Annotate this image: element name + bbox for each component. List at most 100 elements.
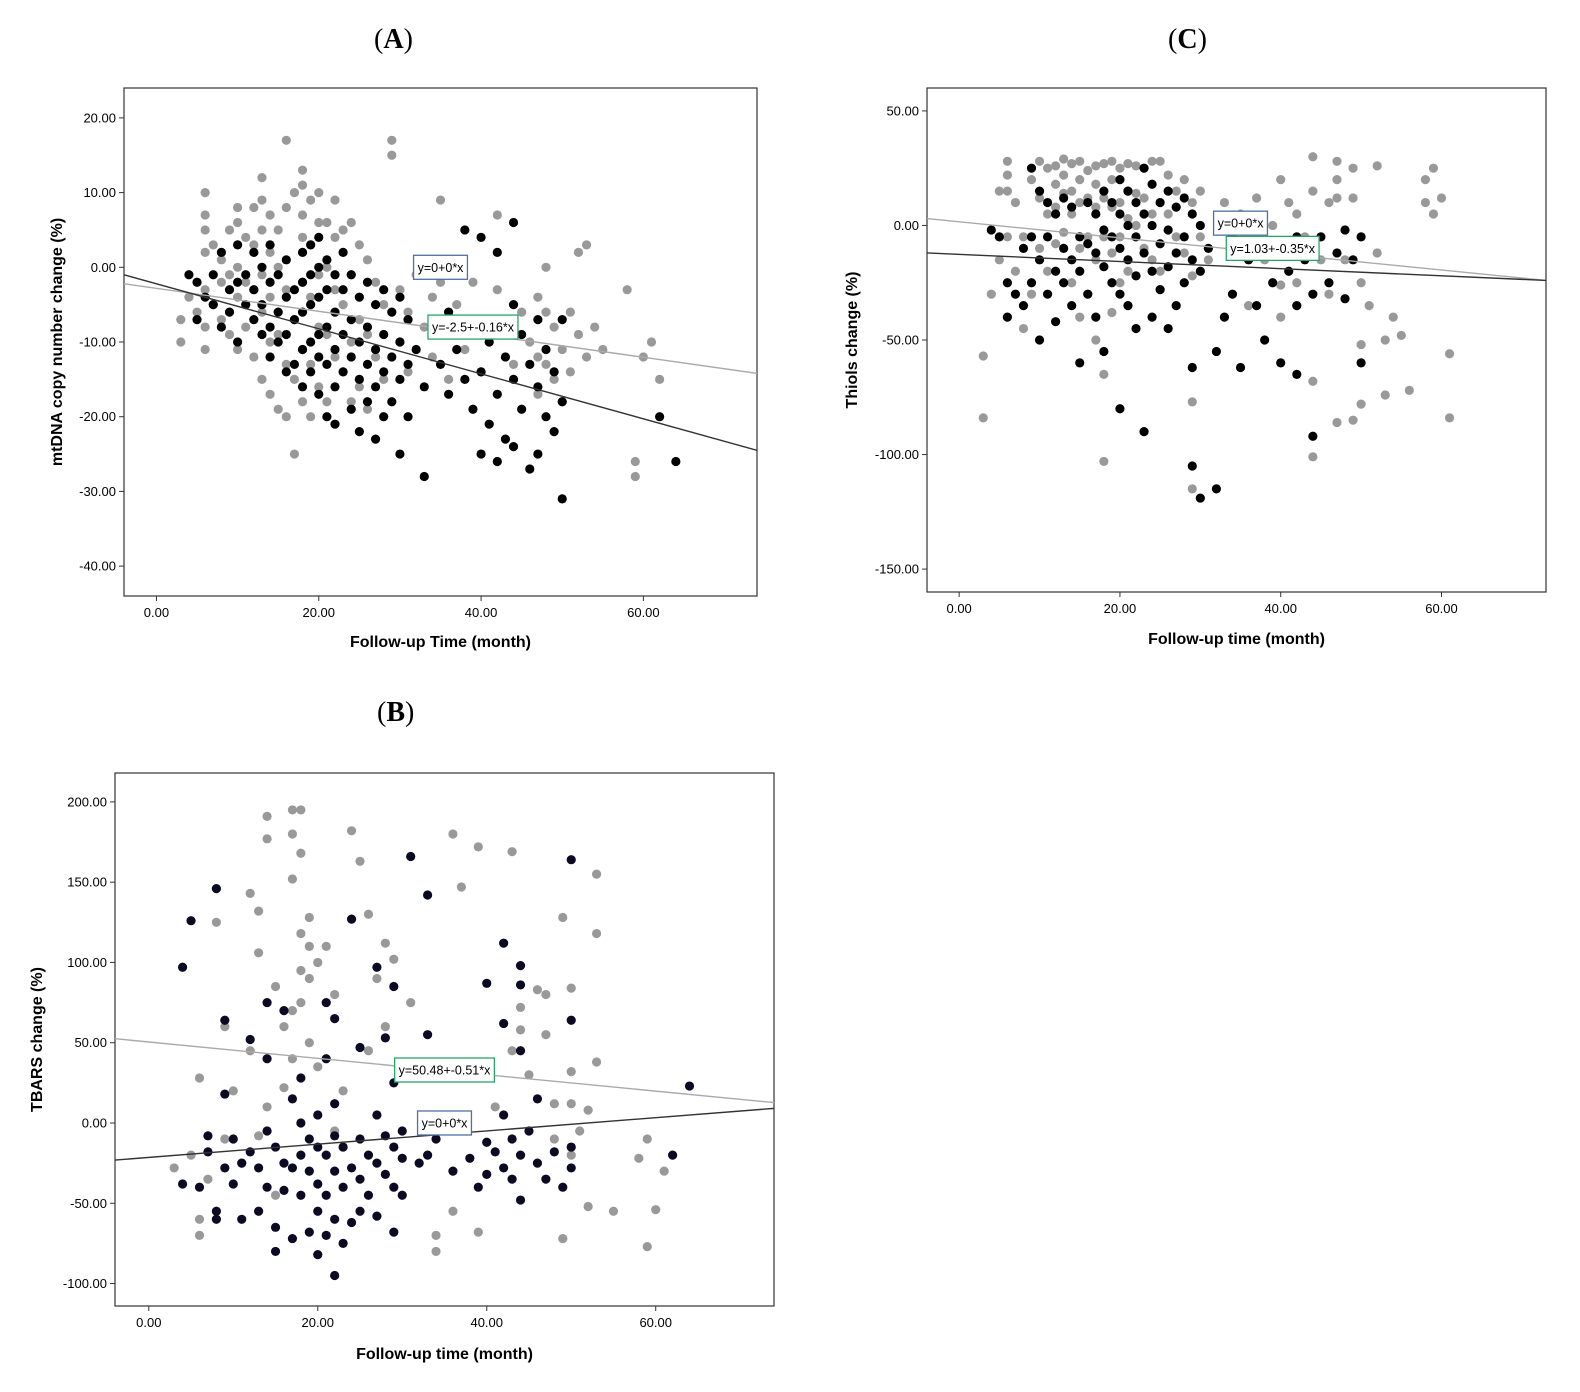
y-axis-label: Thiols change (%) [844,272,861,409]
data-point-gray [565,307,575,317]
data-point-black [287,1233,298,1244]
data-point-black [281,292,291,302]
data-point-black [1075,358,1085,368]
data-point-black [1115,289,1125,299]
data-point-gray [211,917,221,927]
data-point-black [379,367,389,377]
data-point-black [296,1118,306,1128]
data-point-black [177,962,188,972]
data-point-black [1348,255,1358,265]
y-tick-label: -150.00 [875,562,919,577]
data-point-black [1123,255,1133,265]
data-point-gray [517,307,527,317]
data-point-black [322,359,332,370]
data-point-gray [1002,232,1012,242]
data-point-black [1083,289,1093,299]
data-point-black [1059,243,1069,253]
data-point-black [228,1134,238,1144]
data-point-gray [241,277,251,287]
data-point-black [1284,266,1294,276]
data-point-black [257,300,267,310]
data-point-black [1171,301,1181,311]
data-point-gray [249,240,259,250]
data-point-gray [1332,175,1342,185]
plot-area [115,805,774,1281]
data-point-black [346,914,357,924]
data-point-black [1091,209,1101,219]
data-point-black [1163,323,1173,334]
data-point-gray [435,195,446,205]
data-point-black [1042,232,1053,242]
data-point-black [322,285,332,295]
data-point-gray [541,262,551,272]
y-tick-label: 20.00 [83,110,116,125]
data-point-black [314,389,324,399]
data-point-black [1332,248,1342,258]
data-point-black [330,344,340,355]
y-tick-label: 0.00 [91,260,116,275]
data-point-gray [289,374,300,384]
data-point-black [265,322,275,332]
data-point-black [321,1230,331,1240]
data-point-black [395,449,405,459]
data-point-black [515,980,526,990]
data-point-gray [1187,271,1197,281]
data-point-gray [1332,156,1342,166]
data-point-gray [1026,289,1037,299]
data-point-gray [321,941,331,951]
data-point-gray [622,285,632,295]
data-point-black [515,1150,526,1160]
data-point-black [403,314,413,325]
data-point-black [557,397,567,407]
data-point-black [1034,335,1045,345]
data-point-black [220,1163,230,1173]
data-point-gray [304,912,314,923]
data-point-black [1147,220,1157,231]
data-point-gray [591,928,602,939]
data-point-black [1042,197,1053,208]
data-point-gray [1115,197,1125,208]
data-point-black [1099,346,1109,357]
data-point-black [515,1046,526,1056]
data-point-black [270,1246,281,1257]
data-point-black [1187,255,1197,265]
data-point-gray [1034,156,1045,166]
data-point-black [1203,243,1213,253]
data-point-black [208,300,218,310]
data-point-gray [1010,266,1021,276]
data-point-black [482,978,492,988]
data-point-black [322,255,332,265]
data-point-black [355,1174,365,1184]
data-point-gray [313,1062,323,1072]
data-point-gray [380,1022,390,1032]
data-point-gray [330,195,340,205]
data-point-gray [289,449,300,459]
data-point-gray [575,1126,585,1136]
data-point-gray [1091,179,1101,189]
data-point-gray [355,856,365,866]
data-point-gray [473,1227,483,1237]
data-point-gray [372,973,382,984]
data-point-gray [1002,170,1012,180]
data-point-black [322,412,332,422]
data-point-black [287,1163,298,1173]
data-point-gray [1075,156,1085,166]
data-point-gray [1091,335,1101,345]
data-point-black [314,232,324,243]
data-point-black [184,270,194,280]
data-point-gray [427,292,437,302]
data-point-gray [297,165,308,175]
equation-label: y=0+0*x [416,1110,473,1136]
data-point-gray [287,829,298,839]
data-point-gray [566,1067,576,1077]
data-point-gray [1251,193,1262,203]
data-point-gray [224,225,235,235]
data-point-gray [1380,390,1390,400]
data-point-black [355,1042,365,1053]
data-point-gray [1147,255,1157,265]
data-point-black [1308,289,1318,299]
data-point-gray [646,337,657,347]
data-point-gray [1123,213,1133,224]
data-point-gray [330,285,340,295]
data-point-gray [287,1006,298,1016]
